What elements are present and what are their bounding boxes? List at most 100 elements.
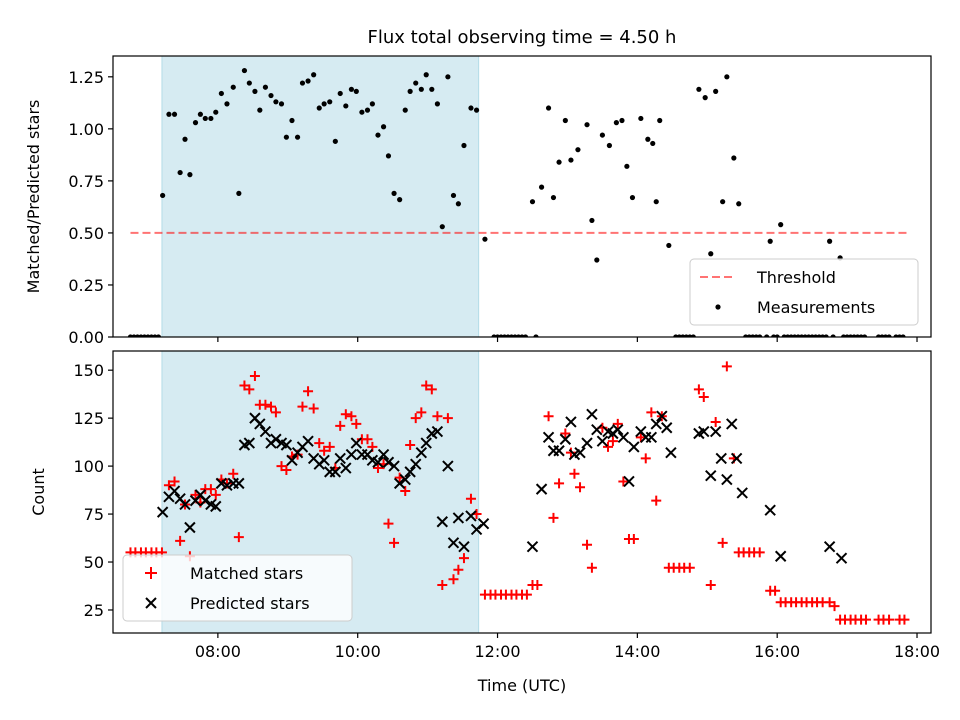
y-tick-label: 25	[84, 601, 104, 620]
measurement-point	[434, 101, 441, 107]
measurement-point	[246, 80, 252, 86]
matched-star-point	[270, 407, 281, 418]
measurement-point	[380, 124, 387, 130]
measurement-point	[731, 155, 737, 161]
measurement-point	[402, 107, 408, 113]
measurement-point	[764, 334, 770, 337]
measurement-point	[584, 122, 590, 128]
matched-star-point	[770, 585, 781, 596]
matched-star-point	[437, 580, 448, 591]
measurement-point	[166, 111, 172, 117]
y-tick-label: 50	[84, 553, 104, 572]
matched-star-point	[281, 464, 292, 475]
measurement-point	[413, 80, 419, 86]
matched-star-point	[405, 440, 416, 450]
legend-label: Measurements	[757, 298, 875, 317]
matched-star-point	[228, 468, 239, 479]
matched-star-point	[465, 493, 476, 504]
legend: Threshold Measurements	[689, 258, 919, 326]
predicted-star-point	[382, 456, 395, 468]
matched-star-point	[860, 614, 871, 625]
measurement-point	[359, 109, 365, 115]
predicted-star-point	[542, 431, 555, 444]
measurement-point	[589, 217, 595, 224]
measurement-point	[767, 238, 773, 244]
measurement-point	[305, 78, 311, 84]
measurement-point	[224, 101, 230, 107]
measurement-point	[429, 86, 435, 92]
predicted-star-point	[340, 462, 352, 474]
legend-matched-swatch	[145, 567, 157, 579]
matched-star-point	[565, 447, 576, 458]
predicted-star-point	[574, 446, 586, 459]
matched-star-point	[297, 401, 308, 412]
measurement-point	[268, 92, 274, 99]
measurement-point	[522, 334, 529, 337]
y-tick-label: 0.00	[68, 328, 104, 347]
measurement-point	[252, 88, 258, 94]
matched-star-point	[575, 482, 586, 493]
measurement-point	[353, 88, 359, 94]
predicted-star-point	[596, 435, 609, 447]
matched-star-point	[698, 392, 709, 403]
series-matched-stars	[125, 361, 910, 625]
y-tick-label: 1.25	[68, 68, 104, 87]
matched-star-point	[651, 495, 662, 506]
matched-star-point	[602, 441, 613, 452]
matched-star-point	[721, 361, 732, 372]
matched-star-point	[340, 409, 351, 420]
matched-star-point	[543, 411, 554, 422]
measurement-point	[257, 107, 263, 113]
matched-star-point	[163, 480, 174, 491]
predicted-star-point	[774, 550, 787, 562]
measurement-point	[482, 236, 488, 242]
measurement-point	[208, 115, 214, 122]
matched-star-point	[421, 380, 432, 391]
predicted-star-point	[388, 460, 400, 472]
matched-star-point	[628, 534, 639, 544]
measurement-point	[624, 163, 630, 169]
predicted-star-point	[477, 517, 490, 530]
measurement-point	[327, 99, 333, 105]
predicted-star-point	[581, 437, 593, 449]
matched-star-point	[646, 407, 657, 418]
matched-star-point	[693, 384, 704, 395]
predicted-star-point	[591, 423, 603, 436]
predicted-star-point	[535, 483, 548, 495]
legend-predicted-swatch	[145, 597, 157, 609]
series-predicted-stars	[156, 408, 848, 564]
measurement-point	[473, 107, 480, 113]
count-panel: 25 50 75 100 125 150 08:00 10:00 12:00 14:00 16:00…	[29, 350, 940, 695]
matched-star-point	[560, 428, 571, 439]
matched-star-point	[410, 413, 421, 424]
measurement-point	[192, 120, 199, 126]
predicted-star-point	[210, 500, 222, 513]
measurement-point	[283, 134, 289, 140]
measurement-point	[830, 334, 836, 337]
measurement-point	[606, 142, 612, 149]
plot-area	[125, 361, 910, 625]
predicted-star-point	[526, 540, 539, 553]
measurement-point	[262, 84, 269, 90]
predicted-star-point	[650, 418, 662, 430]
axes-frame	[112, 55, 932, 338]
measurement-point	[720, 199, 726, 205]
measurement-point	[713, 88, 719, 94]
predicted-star-point	[410, 458, 422, 470]
measurement-point	[823, 334, 829, 337]
measurement-point	[289, 117, 295, 124]
measurement-point	[423, 72, 429, 78]
y-tick-label: 0.50	[68, 224, 104, 243]
matched-star-point	[829, 601, 840, 612]
measurement-point	[575, 147, 581, 153]
x-axis-label: Time (UTC)	[477, 676, 566, 695]
predicted-star-point	[665, 446, 677, 459]
measurement-point	[445, 74, 451, 80]
predicted-star-point	[393, 477, 406, 490]
predicted-star-point	[442, 460, 454, 472]
matched-star-point	[586, 562, 597, 573]
measurement-point	[550, 194, 557, 201]
measurement-point	[556, 159, 562, 165]
predicted-star-point	[345, 448, 358, 461]
matched-star-point	[705, 580, 716, 591]
